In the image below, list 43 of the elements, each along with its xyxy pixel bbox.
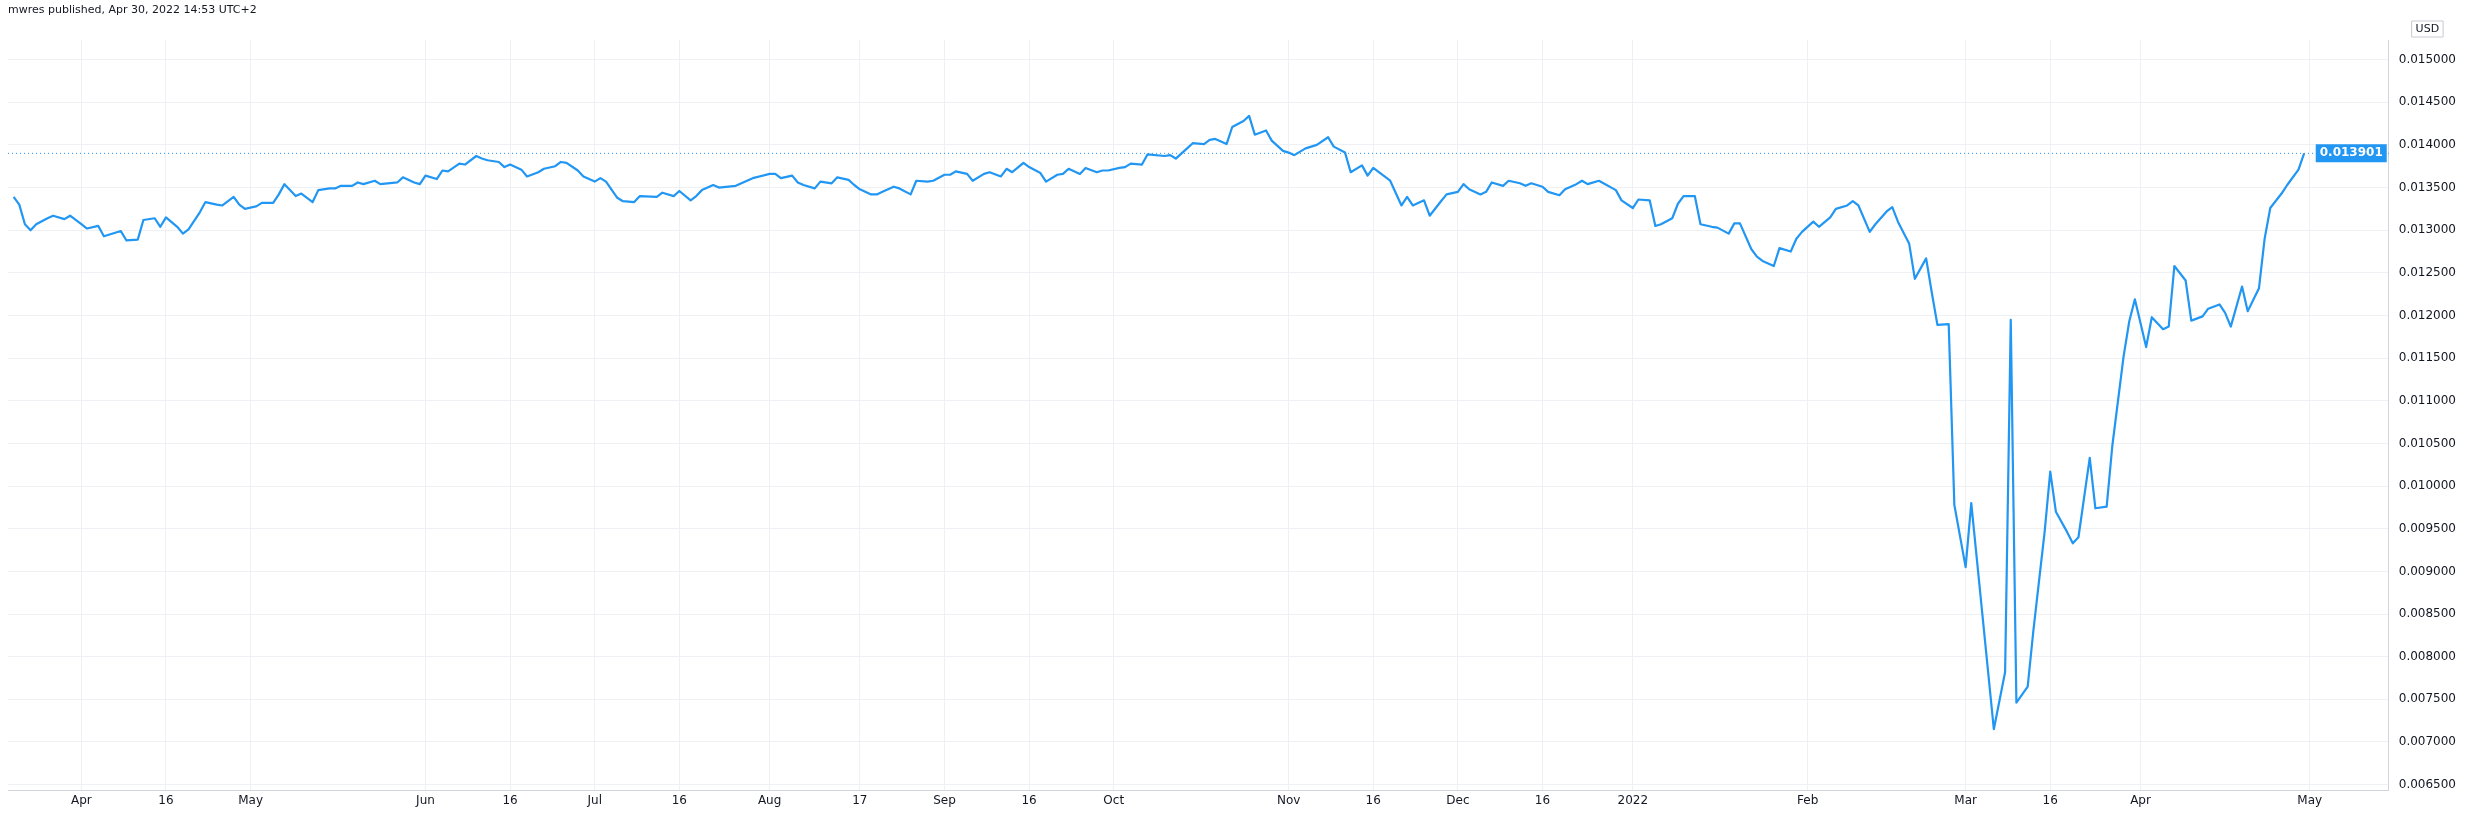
- x-tick-label: 2022: [1617, 792, 1649, 807]
- x-tick-label: 16: [1534, 792, 1551, 807]
- x-tick-label: 16: [671, 792, 687, 807]
- y-tick-label: 0.007500: [2398, 691, 2457, 706]
- x-tick-label: Jul: [586, 792, 602, 807]
- y-tick-label: 0.009000: [2398, 563, 2457, 578]
- y-tick-label: 0.009500: [2398, 520, 2457, 535]
- x-tick-label: Apr: [2130, 792, 2151, 807]
- y-tick-label: 0.012000: [2398, 307, 2457, 322]
- x-tick-label: 16: [158, 792, 174, 807]
- y-axis-title: USD: [2415, 21, 2440, 35]
- y-tick-label: 0.008000: [2398, 648, 2457, 663]
- y-tick-label: 0.008500: [2398, 606, 2457, 621]
- y-tick-label: 0.013000: [2398, 222, 2457, 237]
- x-tick-label: 16: [1021, 792, 1037, 807]
- x-tick-label: Nov: [1276, 792, 1301, 807]
- y-tick-label: 0.010000: [2398, 478, 2457, 493]
- chart-title: mwres published, Apr 30, 2022 14:53 UTC+2: [7, 2, 258, 18]
- y-tick-label: 0.007000: [2398, 734, 2457, 749]
- x-tick-label: Jun: [415, 792, 435, 807]
- y-tick-label: 0.006500: [2398, 776, 2457, 791]
- x-tick-label: May: [238, 792, 263, 807]
- x-tick-label: 16: [2042, 792, 2058, 807]
- x-tick-label: Mar: [1954, 792, 1978, 807]
- x-tick-label: Feb: [1797, 792, 1819, 807]
- y-tick-label: 0.010500: [2398, 435, 2457, 450]
- x-tick-label: Sep: [933, 792, 956, 807]
- x-tick-label: Dec: [1446, 792, 1470, 807]
- x-tick-label: Aug: [757, 792, 782, 807]
- x-tick-label: 16: [1365, 792, 1381, 807]
- y-tick-label: 0.011500: [2398, 350, 2457, 365]
- y-tick-label: 0.014000: [2398, 137, 2457, 152]
- x-tick-label: Apr: [70, 792, 92, 807]
- x-tick-label: May: [2297, 792, 2323, 807]
- y-tick-label: 0.013500: [2398, 179, 2457, 194]
- ref-line-label: 0.013901: [2319, 145, 2383, 160]
- x-tick-label: 17: [852, 792, 868, 807]
- x-tick-label: 16: [502, 792, 518, 807]
- x-tick-label: Oct: [1103, 792, 1125, 807]
- y-tick-label: 0.014500: [2398, 94, 2457, 109]
- y-tick-label: 0.012500: [2398, 264, 2457, 279]
- y-tick-label: 0.011000: [2398, 392, 2457, 407]
- y-tick-label: 0.015000: [2398, 51, 2457, 66]
